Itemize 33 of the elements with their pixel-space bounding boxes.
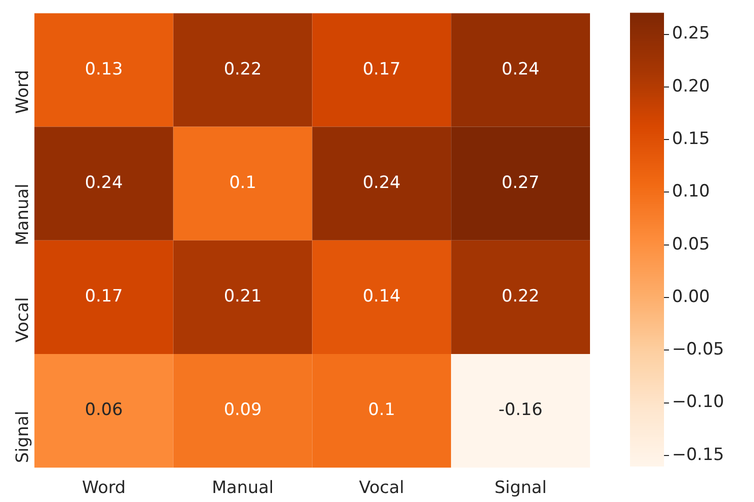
data-label: 0.22: [224, 59, 262, 80]
data-label: 0.24: [362, 173, 401, 194]
x-tick-label: Vocal: [359, 478, 404, 498]
data-label: 0.21: [224, 286, 262, 307]
color-bar-label: 0.10: [672, 182, 710, 202]
color-bar-label: 0.25: [672, 24, 710, 44]
data-label: 0.24: [84, 173, 123, 194]
color-bar-label: −0.15: [672, 444, 724, 465]
data-label: 0.17: [362, 59, 401, 80]
data-label: 0.22: [502, 286, 540, 307]
x-tick-label: Signal: [494, 478, 547, 498]
color-bar-label: −0.05: [672, 340, 724, 360]
data-label: 0.14: [362, 286, 401, 307]
y-tick-label: Vocal: [12, 297, 33, 342]
data-label: -0.16: [498, 400, 543, 420]
data-label: 0.24: [502, 59, 540, 80]
data-label: 0.06: [84, 400, 123, 420]
y-tick-label: Word: [12, 70, 33, 114]
color-bar-label: −0.10: [672, 392, 724, 412]
data-label: 0.09: [224, 400, 262, 420]
x-tick-label: Manual: [212, 478, 274, 498]
color-bar-label: 0.20: [672, 76, 710, 96]
color-bar-label: 0.15: [672, 128, 710, 149]
data-label: 0.17: [84, 286, 123, 307]
data-label: 0.13: [84, 59, 123, 80]
data-label: 0.1: [368, 400, 396, 420]
y-tick-label: Manual: [12, 184, 33, 246]
color-bar-label: 0.05: [672, 234, 710, 254]
y-tick-label: Signal: [12, 410, 33, 464]
color-bar-label: 0.00: [672, 286, 710, 307]
data-label: 0.27: [502, 173, 540, 194]
x-tick-label: Word: [82, 478, 126, 498]
data-label: 0.1: [229, 173, 256, 194]
